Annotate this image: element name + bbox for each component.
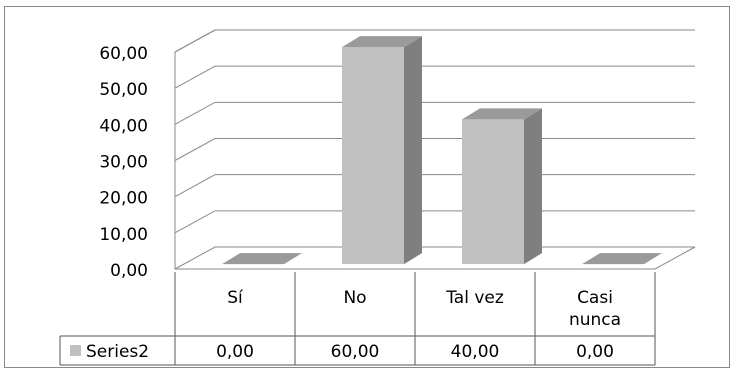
data-table-value: 0,00 bbox=[576, 342, 614, 362]
bar bbox=[582, 253, 662, 265]
gridline bbox=[174, 29, 695, 53]
y-tick-label: 30,00 bbox=[99, 153, 148, 173]
data-table-value: 40,00 bbox=[451, 342, 500, 362]
y-tick-labels: 0,00 10,00 20,00 30,00 40,00 50,00 60,00 bbox=[99, 44, 148, 281]
category-label: Tal vez bbox=[445, 288, 504, 308]
gridline bbox=[174, 210, 695, 234]
gridlines bbox=[174, 29, 695, 234]
gridline bbox=[174, 65, 695, 89]
y-tick-label: 40,00 bbox=[99, 116, 148, 136]
y-tick-label: 60,00 bbox=[99, 44, 148, 64]
category-label: Sí bbox=[227, 288, 244, 308]
data-table: Sí 0,00 No 60,00 Tal vez 40,00 Casi nunca 0,00 Se… bbox=[59, 272, 656, 366]
bars bbox=[222, 36, 662, 265]
gridline bbox=[174, 138, 695, 161]
bar bbox=[222, 253, 302, 265]
gridline bbox=[174, 101, 695, 125]
data-table-value: 0,00 bbox=[216, 342, 254, 362]
bar bbox=[342, 36, 422, 265]
category-label: Casi nunca bbox=[569, 288, 621, 330]
y-tick-label: 10,00 bbox=[99, 225, 148, 245]
legend-key bbox=[70, 345, 81, 356]
bar bbox=[462, 108, 542, 265]
data-table-value: 60,00 bbox=[331, 342, 380, 362]
category-label: No bbox=[343, 288, 366, 308]
y-tick-label: 0,00 bbox=[110, 261, 148, 281]
y-tick-label: 50,00 bbox=[99, 80, 148, 100]
y-tick-label: 20,00 bbox=[99, 189, 148, 209]
gridline bbox=[174, 174, 695, 198]
series-name: Series2 bbox=[86, 342, 149, 362]
